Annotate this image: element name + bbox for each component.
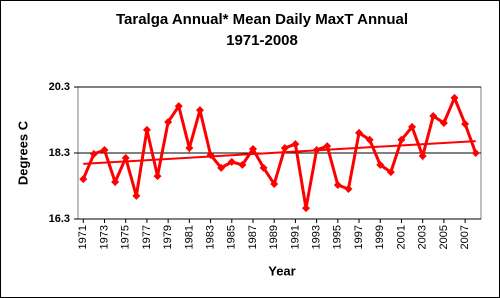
x-tick-label: 1989 xyxy=(268,225,280,249)
data-point xyxy=(185,144,194,153)
data-point xyxy=(323,142,332,151)
x-tick-label: 1985 xyxy=(226,225,238,249)
data-point xyxy=(153,172,162,181)
x-tick-label: 2005 xyxy=(438,225,450,249)
data-point xyxy=(270,180,279,189)
x-tick-label: 1979 xyxy=(162,225,174,249)
data-point xyxy=(302,204,311,213)
data-point xyxy=(461,119,470,128)
x-tick-label: 2003 xyxy=(417,225,429,249)
data-point xyxy=(174,102,183,111)
data-point xyxy=(439,118,448,127)
data-point xyxy=(450,93,459,102)
chart-title: 1971-2008 xyxy=(226,32,298,49)
data-point xyxy=(376,160,385,169)
x-tick-label: 1991 xyxy=(289,225,301,249)
data-point xyxy=(355,128,364,137)
data-point xyxy=(142,125,151,134)
data-point xyxy=(79,175,88,184)
x-axis-title: Year xyxy=(268,263,295,278)
data-point xyxy=(132,191,141,200)
x-tick-label: 1993 xyxy=(311,225,323,249)
data-point xyxy=(280,144,289,153)
x-tick-label: 1995 xyxy=(332,225,344,249)
data-point xyxy=(365,135,374,144)
data-point xyxy=(333,181,342,190)
data-point xyxy=(111,178,120,187)
x-tick-label: 1971 xyxy=(77,225,89,249)
data-point xyxy=(195,106,204,115)
data-point xyxy=(89,149,98,158)
data-point xyxy=(291,140,300,149)
data-point xyxy=(418,151,427,160)
data-point xyxy=(206,150,215,159)
x-tick-label: 1999 xyxy=(374,225,386,249)
data-point xyxy=(344,184,353,193)
data-point xyxy=(429,112,438,121)
data-point xyxy=(238,160,247,169)
data-point xyxy=(121,153,130,162)
x-tick-label: 1997 xyxy=(353,225,365,249)
data-point xyxy=(248,145,257,154)
data-point xyxy=(312,146,321,155)
x-tick-label: 1977 xyxy=(141,225,153,249)
x-tick-label: 2001 xyxy=(395,225,407,249)
data-point xyxy=(386,168,395,177)
y-axis-title: Degrees C xyxy=(15,120,30,185)
data-point xyxy=(471,149,480,157)
y-tick-label: 18.3 xyxy=(49,147,70,159)
x-tick-label: 1975 xyxy=(120,225,132,249)
data-point xyxy=(227,157,236,166)
chart-title: Taralga Annual* Mean Daily MaxT Annual xyxy=(116,11,408,28)
trend-line xyxy=(83,140,476,165)
x-tick-label: 2007 xyxy=(459,225,471,249)
x-tick-label: 1981 xyxy=(183,225,195,249)
data-point xyxy=(100,146,109,155)
y-tick-label: 20.3 xyxy=(49,81,70,93)
data-point xyxy=(259,163,268,172)
x-tick-label: 1973 xyxy=(98,225,110,249)
x-tick-label: 1987 xyxy=(247,225,259,249)
data-point xyxy=(217,163,226,172)
x-tick-label: 1983 xyxy=(204,225,216,249)
data-point xyxy=(397,135,406,144)
data-point xyxy=(164,117,173,126)
y-tick-label: 16.3 xyxy=(49,213,70,225)
data-point xyxy=(408,122,417,131)
